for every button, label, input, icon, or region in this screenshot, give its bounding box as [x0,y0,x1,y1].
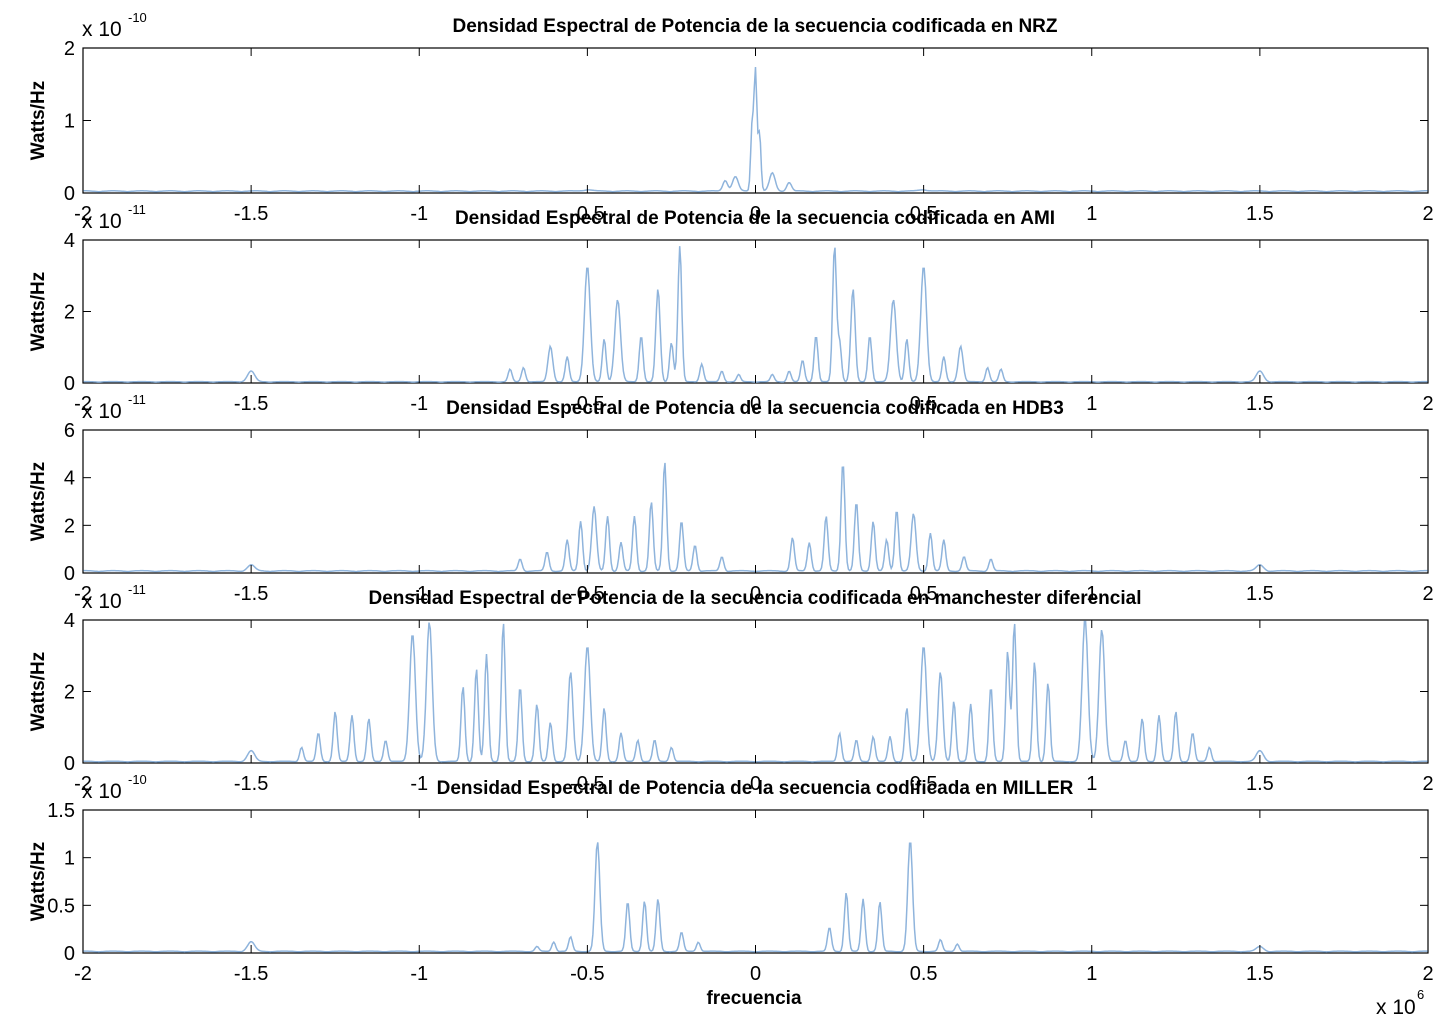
x-tick-label: -1.5 [234,203,268,225]
x-multiplier-base: x 10 [1376,996,1416,1017]
y-axis-label: Watts/Hz [28,842,49,922]
y-tick-label: 4 [64,230,75,252]
y-tick-label: 0 [64,943,75,965]
x-tick-label: -1 [410,203,428,225]
x-tick-label: -1 [410,963,428,985]
y-axis-label: Watts/Hz [28,272,49,352]
y-tick-label: 4 [64,468,75,490]
x-tick-label: 2 [1422,203,1433,225]
y-multiplier-base: x 10 [82,590,122,613]
x-tick-label: -1 [410,393,428,415]
x-tick-label: 2 [1422,963,1433,985]
x-tick-label: 1 [1086,963,1097,985]
subplot-5: -2 -1.5 -1 -0.5 0 0.5 1 1.5 2 0 0.5 1 1.5 x 10 -10 Watt… [28,772,1434,985]
subplot-title: Densidad Espectral de Potencia de la sec… [437,778,1074,799]
y-multiplier-exponent: -11 [128,202,146,217]
x-tick-label: -1.5 [234,773,268,795]
y-tick-label: 1 [64,111,75,133]
y-multiplier-exponent: -10 [128,10,147,25]
x-tick-label: -1 [410,773,428,795]
subplot-title: Densidad Espectral de Potencia de la sec… [369,588,1142,609]
y-tick-label: 2 [64,515,75,537]
subplot-title: Densidad Espectral de Potencia de la sec… [455,208,1055,229]
x-tick-label: -1.5 [234,583,268,605]
y-tick-label: 1.5 [47,800,75,822]
x-multiplier-exponent: 6 [1417,987,1424,1002]
axes-box [83,430,1428,573]
x-tick-label: 1.5 [1246,773,1274,795]
y-axis-label: Watts/Hz [28,462,49,542]
x-tick-label: -1.5 [234,393,268,415]
subplot-title: Densidad Espectral de Potencia de la sec… [452,16,1057,37]
x-tick-label: 1 [1086,203,1097,225]
x-axis-multiplier: x 10 6 [1376,987,1424,1017]
y-tick-label: 0.5 [47,895,75,917]
y-multiplier-base: x 10 [82,780,122,803]
y-tick-label: 6 [64,420,75,442]
y-multiplier-exponent: -10 [128,772,147,787]
y-tick-label: 0 [64,753,75,775]
x-axis-label: frecuencia [706,988,801,1009]
y-multiplier-base: x 10 [82,400,122,423]
x-tick-label: -0.5 [570,963,604,985]
x-tick-label: 0 [750,963,761,985]
y-tick-label: 2 [64,38,75,60]
x-tick-label: 1.5 [1246,583,1274,605]
y-tick-label: 0 [64,373,75,395]
y-tick-label: 1 [64,848,75,870]
y-tick-label: 0 [64,563,75,585]
subplot-title: Densidad Espectral de Potencia de la sec… [446,398,1064,419]
x-tick-label: 2 [1422,393,1433,415]
axes-box [83,240,1428,383]
x-tick-label: 0.5 [910,963,938,985]
x-tick-label: 2 [1422,773,1433,795]
y-tick-label: 4 [64,610,75,632]
y-multiplier-base: x 10 [82,210,122,233]
x-tick-label: -1.5 [234,963,268,985]
x-tick-label: 1 [1086,393,1097,415]
y-tick-label: 2 [64,682,75,704]
x-tick-label: 1 [1086,773,1097,795]
x-tick-label: 1.5 [1246,963,1274,985]
y-multiplier-base: x 10 [82,18,122,41]
axes-box [83,620,1428,763]
y-axis-label: Watts/Hz [28,81,49,161]
y-tick-label: 0 [64,183,75,205]
x-tick-label: 1.5 [1246,203,1274,225]
x-tick-label: 2 [1422,583,1433,605]
y-multiplier-exponent: -11 [128,582,146,597]
y-multiplier-exponent: -11 [128,392,146,407]
y-axis-label: Watts/Hz [28,652,49,732]
x-tick-label: 1.5 [1246,393,1274,415]
axes-box [83,810,1428,953]
x-tick-label: -2 [74,963,92,985]
y-tick-label: 2 [64,302,75,324]
